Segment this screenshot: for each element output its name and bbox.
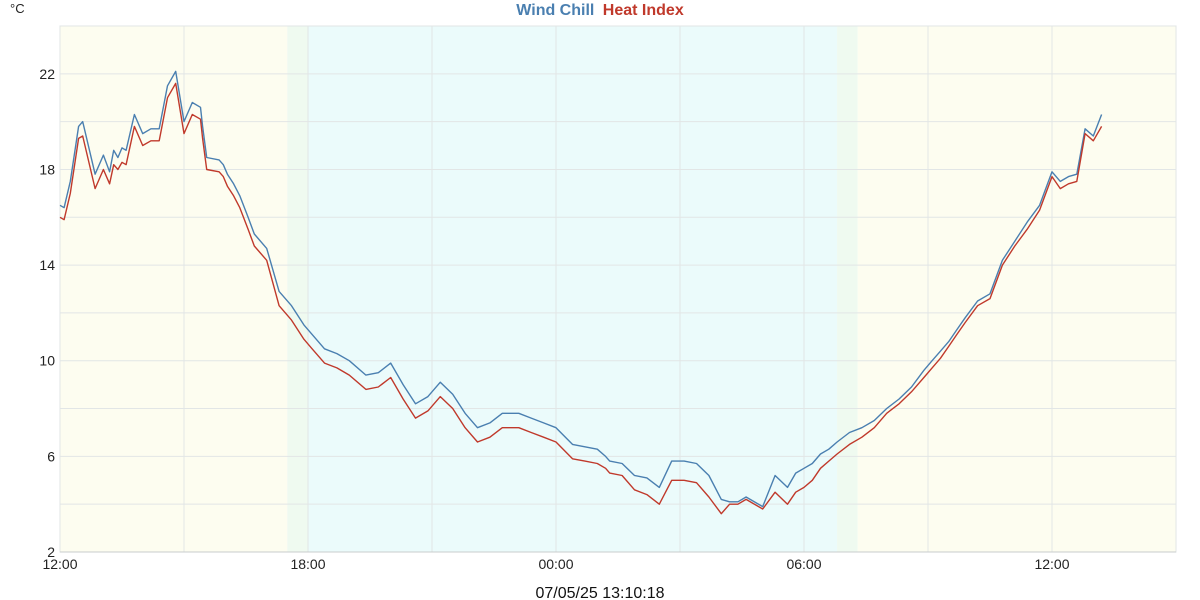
chart-legend: Wind Chill Heat Index [516, 2, 684, 19]
y-tick-label: 2 [47, 544, 55, 560]
grid-lines [59, 25, 1177, 553]
x-tick-label: 12:00 [42, 556, 77, 572]
x-tick-labels: 12:00 18:00 00:00 06:00 12:00 [42, 556, 1069, 572]
legend-wind-chill: Wind Chill [516, 2, 594, 19]
y-tick-label: 10 [39, 353, 55, 369]
background-band-1 [287, 26, 308, 552]
y-tick-label: 22 [39, 66, 55, 82]
background-bands [60, 26, 1176, 552]
legend-heat-index: Heat Index [603, 2, 684, 19]
x-tick-label: 00:00 [538, 556, 573, 572]
y-tick-labels: 2 6 10 14 18 22 [39, 66, 55, 560]
timestamp-label: 07/05/25 13:10:18 [535, 585, 664, 600]
background-band-4 [857, 26, 1176, 552]
x-tick-label: 06:00 [786, 556, 821, 572]
x-tick-label: 18:00 [290, 556, 325, 572]
series-layer [59, 70, 1103, 515]
y-unit-label: °C [10, 1, 25, 16]
background-band-3 [837, 26, 858, 552]
background-band-2 [308, 26, 838, 552]
y-tick-label: 14 [39, 257, 55, 273]
series-line-heat-index [59, 82, 1103, 515]
x-tick-label: 12:00 [1034, 556, 1069, 572]
series-line-wind-chill [59, 70, 1103, 508]
background-band-0 [60, 26, 288, 552]
y-tick-label: 6 [47, 448, 55, 464]
y-tick-label: 18 [39, 161, 55, 177]
